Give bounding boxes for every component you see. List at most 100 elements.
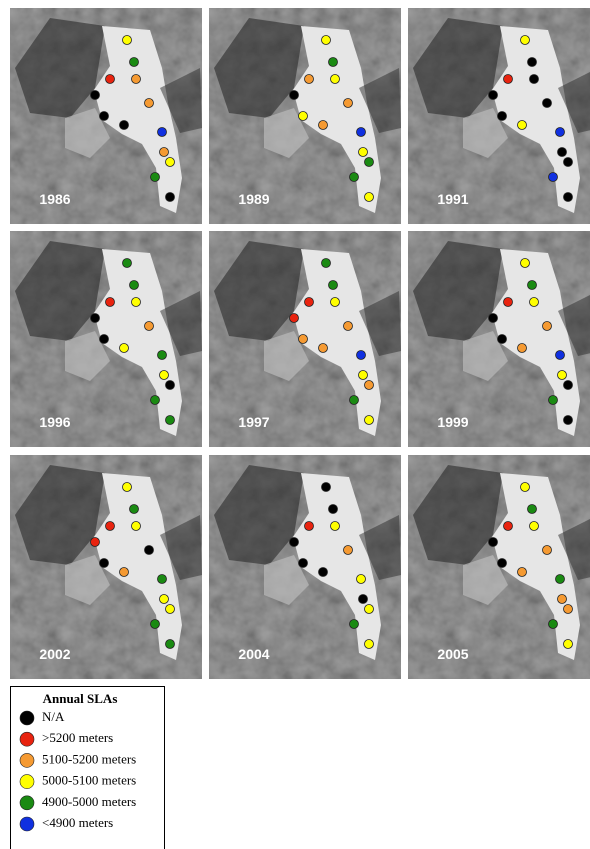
map-panel: 1989 [209,8,401,232]
sla-site [145,99,154,108]
sla-site [344,546,353,555]
sla-site [489,538,498,547]
year-label: 2002 [39,646,70,662]
sla-site [322,36,331,45]
map-panel: 1991 [408,8,590,232]
sla-site [359,595,368,604]
sla-site [521,36,530,45]
sla-site [365,640,374,649]
satellite-image [408,231,590,455]
sla-site [160,148,169,157]
year-label: 2005 [437,646,468,662]
sla-site [145,546,154,555]
sla-site [299,559,308,568]
sla-site [130,505,139,514]
sla-site [556,351,565,360]
sla-site [518,121,527,130]
sla-site [558,371,567,380]
sla-site [130,58,139,67]
legend-title: Annual SLAs [43,691,118,706]
sla-site [556,575,565,584]
sla-site [160,595,169,604]
map-panel: 2005 [408,455,590,679]
year-label: 1997 [238,414,269,430]
legend-label: 5000-5100 meters [42,773,136,788]
sla-site [100,559,109,568]
sla-site [160,371,169,380]
sla-site [319,344,328,353]
sla-site [564,381,573,390]
legend-label: >5200 meters [42,730,113,745]
sla-site [556,128,565,137]
year-label: 1991 [437,191,468,207]
sla-site [357,575,366,584]
sla-site [504,522,513,531]
sla-site [166,381,175,390]
sla-site [299,112,308,121]
sla-site [344,99,353,108]
sla-site [305,298,314,307]
sla-site [489,91,498,100]
sla-site [91,91,100,100]
legend-swatch [20,711,34,725]
sla-site [290,314,299,323]
sla-site [528,281,537,290]
sla-site [120,121,129,130]
sla-site [357,351,366,360]
sla-site [123,483,132,492]
sla-site [350,173,359,182]
sla-site [166,416,175,425]
map-panel: 1997 [209,231,401,455]
sla-site [329,58,338,67]
sla-site [166,605,175,614]
map-panel: 1996 [10,231,202,455]
sla-site [151,396,160,405]
sla-site [518,344,527,353]
sla-site [498,112,507,121]
sla-site [290,538,299,547]
sla-site [322,483,331,492]
sla-site [331,298,340,307]
sla-site [120,344,129,353]
sla-site [290,91,299,100]
sla-site [91,538,100,547]
sla-site [530,75,539,84]
sla-site [543,546,552,555]
sla-site [166,158,175,167]
sla-site [319,568,328,577]
sla-site [549,620,558,629]
legend-swatch [20,753,34,767]
legend-label: 4900-5000 meters [42,794,136,809]
sla-site [365,381,374,390]
map-panel: 1986 [10,8,202,232]
sla-site [530,522,539,531]
legend-swatch [20,732,34,746]
sla-site [365,416,374,425]
sla-site [498,559,507,568]
sla-site [564,193,573,202]
sla-site [350,396,359,405]
sla-site [331,522,340,531]
sla-site [504,75,513,84]
sla-site [564,416,573,425]
sla-site [151,620,160,629]
sla-site [166,640,175,649]
sla-site [357,128,366,137]
sla-site [132,75,141,84]
sla-site [359,371,368,380]
sla-site [518,568,527,577]
sla-site [543,322,552,331]
sla-site [151,173,160,182]
sla-site [106,522,115,531]
sla-site [365,158,374,167]
sla-site [564,605,573,614]
sla-site [319,121,328,130]
sla-site [564,640,573,649]
sla-site [329,281,338,290]
year-label: 1999 [437,414,468,430]
sla-site [498,335,507,344]
sla-site [158,351,167,360]
sla-site [549,396,558,405]
satellite-image [408,8,590,232]
map-panel: 2004 [209,455,401,679]
